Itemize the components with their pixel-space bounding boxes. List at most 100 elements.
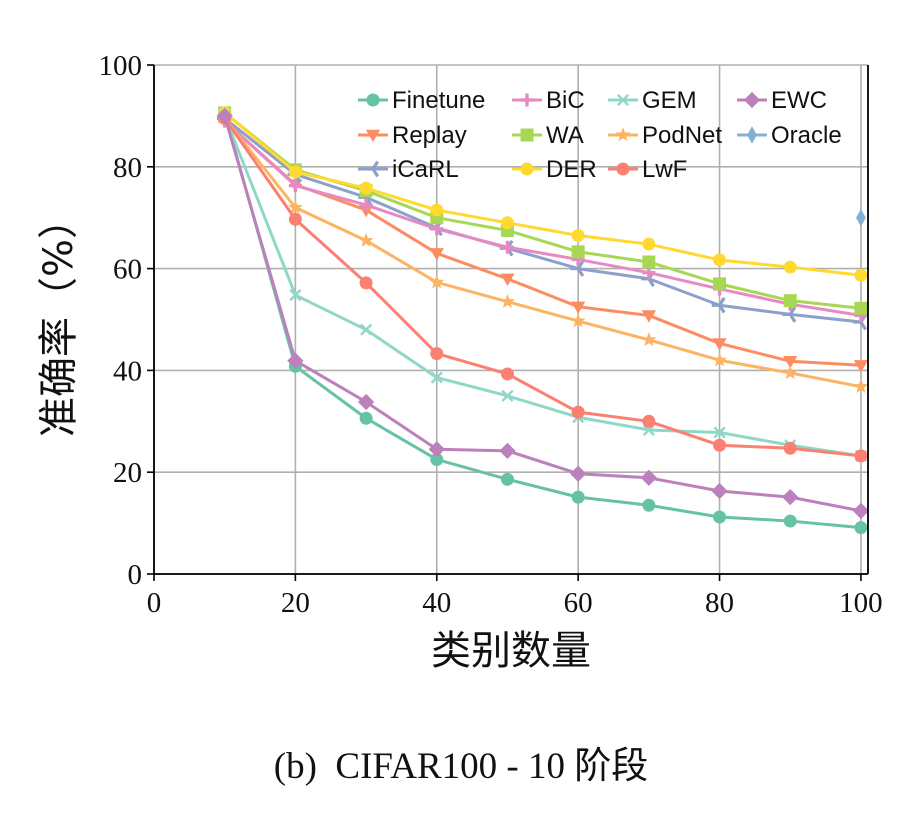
series-line-lwf <box>223 117 862 458</box>
legend-marker-icarl <box>365 160 380 178</box>
legend-item-ewc: EWC <box>737 87 827 114</box>
data-point-ewc <box>287 352 304 369</box>
legend-marker-finetune <box>366 93 380 107</box>
data-point-lwf <box>500 367 514 381</box>
data-point-finetune <box>783 514 797 528</box>
data-point-der <box>359 181 373 195</box>
legend-label-oracle: Oracle <box>771 122 842 149</box>
series-group <box>216 106 870 535</box>
data-point-wa <box>854 301 868 315</box>
data-point-der <box>642 237 656 251</box>
series-line-der <box>223 111 862 277</box>
data-point-ewc <box>852 502 870 520</box>
data-point-der <box>288 165 302 179</box>
legend-marker-lwf <box>616 162 630 176</box>
data-point-podnet <box>712 352 727 367</box>
data-point-podnet <box>500 293 515 308</box>
legend-label-icarl: iCaRL <box>392 156 459 183</box>
data-point-lwf <box>642 414 656 428</box>
series-ewc <box>216 107 870 520</box>
legend-item-wa: WA <box>512 122 584 149</box>
series-lwf <box>218 111 868 463</box>
data-point-bic <box>288 179 302 193</box>
data-point-wa <box>713 277 727 291</box>
x-tick-label: 60 <box>564 587 593 619</box>
data-point-finetune <box>430 452 444 466</box>
data-point-podnet <box>429 274 445 289</box>
legend-item-replay: Replay <box>358 122 467 149</box>
data-point-icarl <box>570 260 585 277</box>
legend-label-gem: GEM <box>642 87 697 114</box>
data-point-replay <box>500 273 515 286</box>
data-point-replay <box>571 301 586 314</box>
x-tick-label: 0 <box>147 587 162 619</box>
x-tick-label: 40 <box>422 587 451 619</box>
data-point-podnet <box>287 199 303 214</box>
data-point-lwf <box>854 449 868 463</box>
legend-label-ewc: EWC <box>771 87 827 114</box>
legend-label-replay: Replay <box>392 122 467 149</box>
data-point-gem <box>713 426 726 439</box>
data-point-wa <box>783 294 797 308</box>
legend-item-finetune: Finetune <box>358 87 485 114</box>
legend-marker-bic <box>520 93 534 107</box>
legend-item-lwf: LwF <box>608 156 687 183</box>
legend-item-oracle: Oracle <box>737 122 842 149</box>
legend-marker-wa <box>520 128 534 142</box>
data-point-der <box>854 268 868 282</box>
series-finetune <box>218 106 868 535</box>
data-point-wa <box>642 255 656 269</box>
data-point-finetune <box>500 472 514 486</box>
data-point-icarl <box>711 296 726 314</box>
y-tick-label: 0 <box>128 559 143 591</box>
legend-marker-podnet <box>615 127 631 142</box>
data-point-finetune <box>713 510 727 524</box>
series-oracle <box>856 208 866 227</box>
data-point-der <box>500 216 514 230</box>
legend-label-podnet: PodNet <box>642 122 722 149</box>
x-tick-label: 20 <box>281 587 310 619</box>
data-point-replay <box>783 356 798 369</box>
x-tick-label: 100 <box>839 587 883 619</box>
data-point-ewc <box>711 482 728 500</box>
data-point-ewc <box>782 489 799 506</box>
series-line-bic <box>223 119 862 317</box>
legend-marker-gem <box>616 93 630 107</box>
x-axis-title: 类别数量 <box>431 628 591 674</box>
data-point-lwf <box>713 438 727 452</box>
data-point-der <box>783 260 797 274</box>
data-point-lwf <box>288 212 302 226</box>
data-point-gem <box>501 389 514 402</box>
y-tick-label: 20 <box>113 457 142 489</box>
series-replay <box>217 115 869 373</box>
data-point-replay <box>712 338 727 351</box>
data-point-bic <box>359 198 373 212</box>
legend-marker-replay <box>365 129 381 143</box>
legend-label-finetune: Finetune <box>392 87 485 114</box>
y-tick-label: 100 <box>99 50 143 82</box>
legend-item-bic: BiC <box>512 87 585 114</box>
legend-label-bic: BiC <box>546 87 585 114</box>
data-point-der <box>713 253 727 267</box>
series-der <box>218 106 868 282</box>
legend-item-der: DER <box>512 156 597 183</box>
data-point-podnet <box>641 332 657 347</box>
data-point-podnet <box>570 313 586 328</box>
data-point-replay <box>853 360 869 373</box>
data-point-replay <box>429 248 444 261</box>
legend-label-wa: WA <box>546 122 584 149</box>
data-point-gem <box>289 289 302 302</box>
data-point-lwf <box>359 276 373 290</box>
data-point-lwf <box>430 347 444 361</box>
legend-item-gem: GEM <box>608 87 697 114</box>
series-line-icarl <box>223 117 862 324</box>
legend-label-lwf: LwF <box>642 156 687 183</box>
legend-item-icarl: iCaRL <box>358 156 459 183</box>
data-point-ewc <box>499 442 516 459</box>
data-point-icarl <box>782 306 797 323</box>
axes: 0 20 40 60 80 100 0 20 40 60 80 100 <box>99 50 883 619</box>
data-point-bic <box>430 222 444 236</box>
data-point-der <box>430 203 444 217</box>
data-point-podnet <box>853 378 869 393</box>
